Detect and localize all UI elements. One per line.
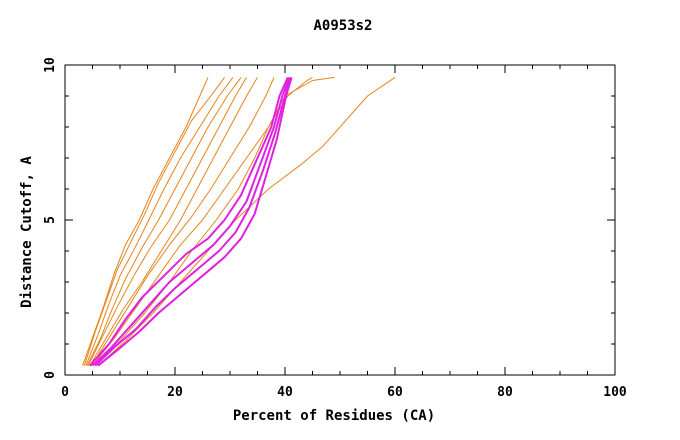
x-tick-label-60: 60 (387, 385, 403, 400)
series-line-5 (87, 77, 247, 366)
series-line-6 (89, 77, 258, 366)
series-line-10 (97, 76, 396, 367)
plot-lines (82, 76, 396, 367)
y-tick-label-5: 5 (43, 216, 58, 224)
x-tick-label-20: 20 (167, 385, 183, 400)
chart-title: A0953s2 (313, 18, 372, 34)
series-line-3 (85, 77, 234, 366)
series-line-2 (83, 77, 225, 366)
axis-ticks: 0 20 40 60 80 100 0 5 10 (43, 57, 627, 400)
x-tick-label-0: 0 (61, 385, 69, 400)
y-tick-label-10: 10 (43, 57, 58, 73)
plot-frame (64, 64, 616, 376)
series-line-highlight-13 (94, 77, 292, 367)
series-line-8 (92, 76, 313, 367)
series-line-1 (82, 77, 209, 366)
x-tick-label-80: 80 (497, 385, 513, 400)
series-line-highlight-11 (89, 76, 289, 367)
y-axis-label: Distance Cutoff, A (19, 156, 35, 308)
x-tick-label-40: 40 (277, 385, 293, 400)
series-line-7 (90, 77, 275, 366)
x-axis-label: Percent of Residues (CA) (233, 408, 435, 424)
x-tick-label-100: 100 (603, 385, 627, 400)
series-line-4 (86, 77, 242, 366)
y-tick-label-0: 0 (43, 371, 58, 379)
series-line-highlight-14 (97, 77, 293, 367)
series-line-9 (94, 76, 335, 367)
series-line-highlight-12 (91, 77, 291, 367)
